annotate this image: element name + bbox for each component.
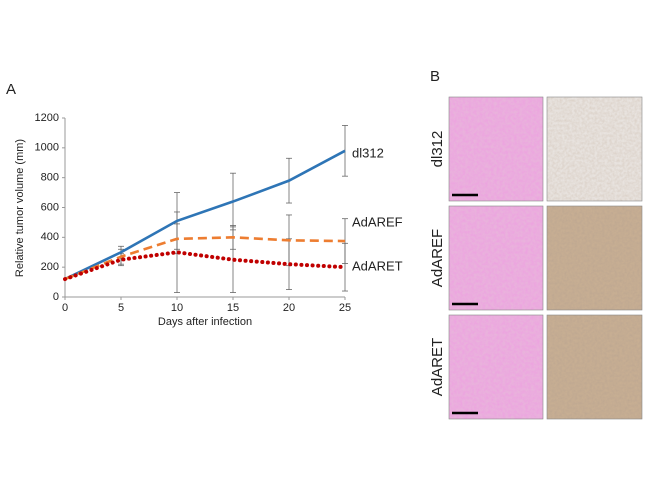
micrograph-frame [448,205,544,311]
x-tick-label: 15 [227,302,239,314]
micrograph [449,315,543,419]
x-axis-label: Days after infection [158,316,252,328]
panel-b: dl312 AdAREF AdARET [429,96,643,420]
y-tick-label: 0 [53,291,59,303]
row-label: AdARET [429,338,446,396]
y-tick-label: 200 [41,261,59,273]
micrograph [547,97,642,201]
y-tick-label: 800 [41,172,59,184]
y-axis-label: Relative tumor volume (mm) [14,139,26,277]
micrograph-frame [448,314,544,420]
x-tick-label: 5 [118,302,124,314]
micrograph [449,97,543,201]
panel-label: B [430,68,440,85]
series-line [64,149,346,281]
panel-label: A [6,81,16,98]
series-label: AdARET [352,259,403,274]
y-tick-label: 1200 [35,112,59,124]
x-tick-label: 25 [339,302,351,314]
row-label: dl312 [429,131,446,168]
micrograph [547,206,642,310]
y-tick-label: 1000 [35,142,59,154]
series-label: dl312 [352,145,384,160]
micrograph [449,206,543,310]
micrograph-frame [448,96,544,202]
row-label: AdAREF [429,229,446,287]
x-tick-label: 20 [283,302,295,314]
y-tick-label: 600 [41,201,59,213]
series-label: AdAREF [352,215,403,230]
x-tick-label: 10 [171,302,183,314]
series-line [64,236,346,281]
micrograph-frame [546,96,643,202]
y-tick-label: 400 [41,231,59,243]
micrograph-frame [546,205,643,311]
x-tick-label: 0 [62,302,68,314]
micrograph-frame [546,314,643,420]
series-line [63,250,347,282]
micrograph [547,315,642,419]
